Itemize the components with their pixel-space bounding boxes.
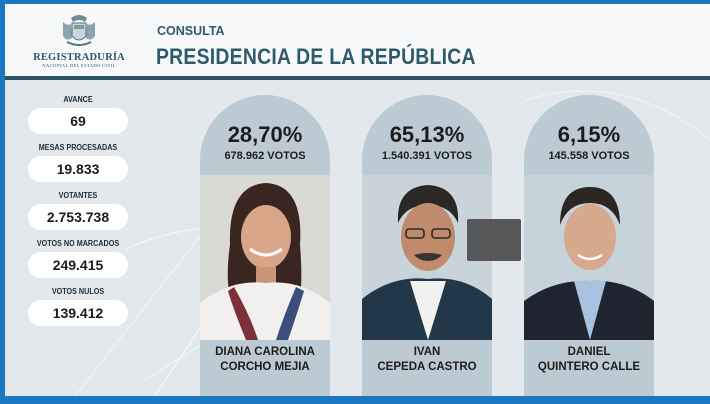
candidate-percent: 28,70% bbox=[227, 122, 303, 147]
stat-votantes: VOTANTES 2.753.738 bbox=[23, 190, 133, 230]
candidate-name: DANIEL QUINTERO CALLE bbox=[524, 345, 654, 375]
stat-value: 2.753.738 bbox=[28, 204, 128, 230]
stat-label: VOTOS NULOS bbox=[51, 287, 105, 296]
stat-value: 249.415 bbox=[28, 252, 128, 278]
candidate-name: IVAN CEPEDA CASTRO bbox=[362, 345, 492, 375]
header: REGISTRADURÍA NACIONAL DEL ESTADO CIVIL … bbox=[5, 4, 710, 80]
results-panel: AVANCE 69 MESAS PROCESADAS 19.833 VOTANT… bbox=[5, 80, 710, 396]
overlay-placeholder bbox=[467, 219, 521, 261]
logo-subtitle: NACIONAL DEL ESTADO CIVIL bbox=[42, 63, 116, 68]
stat-label: MESAS PROCESADAS bbox=[38, 143, 118, 152]
candidate-name: DIANA CAROLINA CORCHO MEJIA bbox=[200, 345, 330, 375]
registraduria-logo: REGISTRADURÍA NACIONAL DEL ESTADO CIVIL bbox=[29, 12, 129, 72]
candidate-name-line1: DIANA CAROLINA bbox=[215, 346, 315, 358]
bottom-bar bbox=[0, 396, 710, 404]
candidate-percent: 6,15% bbox=[557, 122, 621, 147]
candidate-card: 28,70% 678.962 VOTOS DIANA CAROLINA CORC… bbox=[200, 95, 330, 396]
stat-value: 69 bbox=[28, 108, 128, 134]
stat-label: VOTANTES bbox=[58, 191, 98, 200]
candidate-name-line2: CORCHO MEJIA bbox=[220, 361, 310, 373]
candidate-photo bbox=[200, 175, 330, 340]
candidate-votes: 1.540.391 VOTOS bbox=[381, 150, 473, 162]
candidate-name-line2: CEPEDA CASTRO bbox=[377, 361, 477, 373]
coat-of-arms-icon bbox=[63, 15, 95, 46]
stat-votos-nulos: VOTOS NULOS 139.412 bbox=[23, 286, 133, 326]
candidate-photo bbox=[524, 175, 654, 340]
stat-avance: AVANCE 69 bbox=[23, 94, 133, 134]
page-title: PRESIDENCIA DE LA REPÚBLICA bbox=[156, 44, 476, 69]
candidate-percent: 65,13% bbox=[389, 122, 465, 147]
stats-column: AVANCE 69 MESAS PROCESADAS 19.833 VOTANT… bbox=[23, 94, 133, 326]
stat-votos-no-marcados: VOTOS NO MARCADOS 249.415 bbox=[23, 238, 133, 278]
candidate-card: 6,15% 145.558 VOTOS DANIEL QUINTERO CALL… bbox=[524, 95, 654, 396]
candidate-votes: 145.558 VOTOS bbox=[548, 150, 630, 162]
candidate-votes: 678.962 VOTOS bbox=[224, 150, 306, 162]
logo-name: REGISTRADURÍA bbox=[33, 52, 125, 63]
candidate-name-line1: IVAN bbox=[413, 346, 441, 358]
stat-label: VOTOS NO MARCADOS bbox=[36, 239, 120, 248]
candidate-name-line2: QUINTERO CALLE bbox=[537, 361, 641, 373]
stat-mesas-procesadas: MESAS PROCESADAS 19.833 bbox=[23, 142, 133, 182]
stat-label: AVANCE bbox=[63, 95, 93, 104]
stat-value: 139.412 bbox=[28, 300, 128, 326]
page-subtitle: CONSULTA bbox=[157, 24, 225, 38]
candidate-name-line1: DANIEL bbox=[567, 346, 611, 358]
stat-value: 19.833 bbox=[28, 156, 128, 182]
